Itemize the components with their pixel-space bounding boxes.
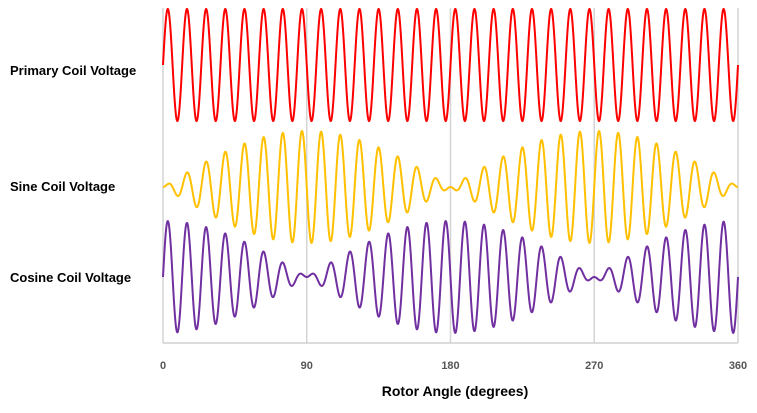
series-line-primary	[162, 7, 739, 123]
series-label-sine: Sine Coil Voltage	[10, 179, 115, 194]
x-tick-label: 90	[301, 360, 313, 372]
x-tick-label: 270	[585, 360, 603, 372]
x-tick-label: 180	[441, 360, 459, 372]
x-tick-label: 360	[729, 360, 747, 372]
series-label-primary: Primary Coil Voltage	[10, 63, 136, 78]
series-line-cosine	[162, 219, 739, 335]
x-tick-label: 0	[160, 360, 166, 372]
x-axis-label: Rotor Angle (degrees)	[382, 383, 529, 399]
series-label-cosine: Cosine Coil Voltage	[10, 270, 131, 285]
series-line-sine	[162, 129, 739, 245]
